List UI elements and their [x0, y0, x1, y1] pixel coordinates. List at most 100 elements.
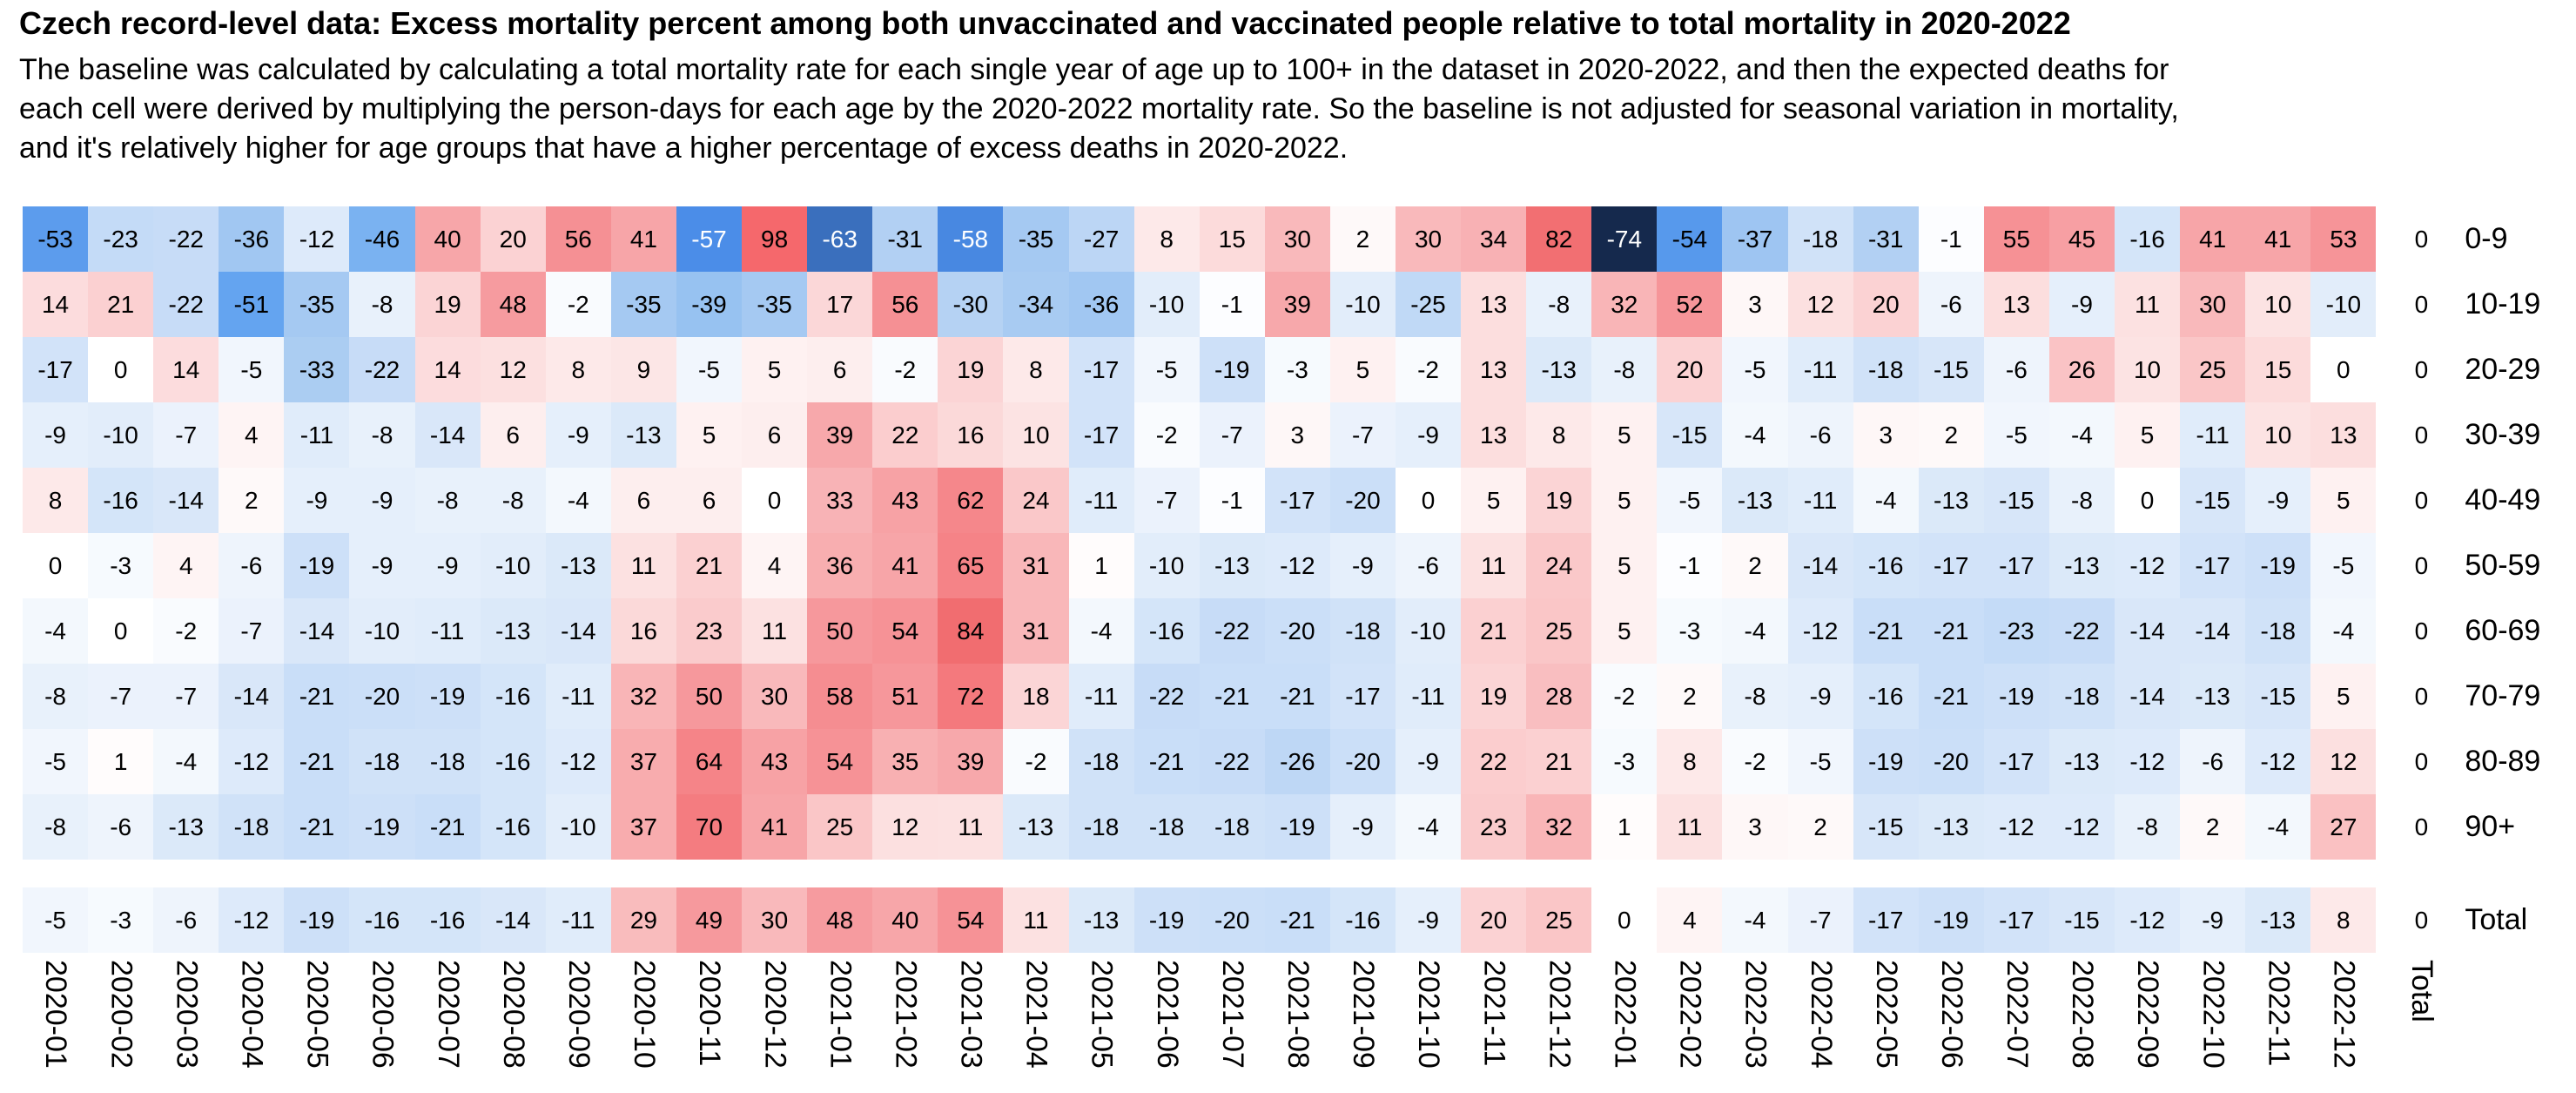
x-axis-label: 2022-02	[1673, 960, 1707, 1069]
heatmap-cell: -18	[1787, 206, 1853, 272]
heatmap-cell: -17	[1983, 729, 2049, 794]
heatmap-cell: 10	[2115, 337, 2181, 402]
heatmap-cell: -6	[1787, 402, 1853, 468]
heatmap-cell: 6	[742, 402, 808, 468]
heatmap-cell: -37	[1722, 206, 1788, 272]
heatmap-cell: 15	[1199, 206, 1265, 272]
heatmap-cell: -19	[414, 664, 481, 729]
heatmap-cell: 8	[1133, 206, 1200, 272]
x-axis-label: 2022-06	[1934, 960, 1968, 1069]
heatmap-cell: -21	[284, 794, 350, 860]
heatmap-cell: 13	[1983, 272, 2049, 337]
heatmap-cell: 6	[610, 468, 676, 533]
heatmap-cell: -1	[1918, 206, 1984, 272]
heatmap-cell: 25	[807, 794, 873, 860]
heatmap-cell: -12	[2115, 533, 2181, 598]
heatmap-cell: -22	[1133, 664, 1200, 729]
heatmap-cell: -2	[1591, 664, 1658, 729]
heatmap-cell: -3	[88, 533, 154, 598]
heatmap-cell: -9	[2048, 272, 2115, 337]
heatmap-cell: -15	[1918, 337, 1984, 402]
heatmap-cell: 23	[676, 598, 743, 664]
x-axis-label: 2020-05	[300, 960, 334, 1069]
x-axis-label: 2021-10	[1412, 960, 1446, 1069]
heatmap-cell: -2	[1003, 729, 1069, 794]
heatmap-cell: -18	[2245, 598, 2311, 664]
heatmap-cell: 28	[1526, 664, 1592, 729]
heatmap-cell: 8	[1657, 729, 1723, 794]
heatmap-cell: 0	[2310, 337, 2377, 402]
heatmap-cell: -13	[1526, 337, 1592, 402]
heatmap-cell: 0	[2388, 272, 2455, 337]
x-axis-label: 2022-04	[1804, 960, 1838, 1069]
heatmap-cell: 13	[1461, 402, 1527, 468]
heatmap-cell: -12	[2115, 729, 2181, 794]
heatmap-cell: -9	[414, 533, 481, 598]
heatmap-cell: -33	[284, 337, 350, 402]
heatmap-cell: 2	[1657, 664, 1723, 729]
heatmap-cell: -17	[1264, 468, 1330, 533]
heatmap-cell: -14	[2115, 664, 2181, 729]
heatmap-cell: 20	[1461, 887, 1527, 953]
heatmap-cell: -5	[1657, 468, 1723, 533]
heatmap-cell: 34	[1461, 206, 1527, 272]
heatmap-cell: 12	[2310, 729, 2377, 794]
heatmap-cell: -14	[480, 887, 546, 953]
heatmap-cell: -16	[1329, 887, 1396, 953]
heatmap-cell: -51	[219, 272, 285, 337]
heatmap-cell: -20	[1918, 729, 1984, 794]
heatmap-cell: -1	[1657, 533, 1723, 598]
heatmap-cell: 11	[2115, 272, 2181, 337]
heatmap-cell: 14	[153, 337, 219, 402]
heatmap-cell: -13	[1722, 468, 1788, 533]
heatmap-cell: -7	[1787, 887, 1853, 953]
heatmap-cell: -4	[1722, 887, 1788, 953]
heatmap-cell: -11	[1395, 664, 1462, 729]
heatmap-cell: 20	[480, 206, 546, 272]
heatmap-cell: -57	[676, 206, 743, 272]
heatmap-cell: -18	[414, 729, 481, 794]
x-axis-label: 2020-04	[235, 960, 269, 1069]
heatmap-cell: -2	[545, 272, 611, 337]
heatmap-cell: -2	[1395, 337, 1462, 402]
heatmap-cell: 20	[1853, 272, 1919, 337]
heatmap-cell: -6	[219, 533, 285, 598]
heatmap-cell: 21	[676, 533, 743, 598]
heatmap-cell: -19	[1853, 729, 1919, 794]
heatmap-cell: -10	[1395, 598, 1462, 664]
heatmap-cell: -8	[2115, 794, 2181, 860]
heatmap-cell: 56	[872, 272, 938, 337]
heatmap-cell: -21	[284, 664, 350, 729]
heatmap-cell: -3	[1264, 337, 1330, 402]
heatmap-cell: -11	[2180, 402, 2246, 468]
heatmap-cell: -11	[1068, 468, 1134, 533]
heatmap-cell: -9	[1395, 729, 1462, 794]
heatmap-cell: -19	[1983, 664, 2049, 729]
heatmap-cell: -13	[2180, 664, 2246, 729]
heatmap-cell: 11	[938, 794, 1004, 860]
heatmap-cell: 27	[2310, 794, 2377, 860]
heatmap-cell: 54	[807, 729, 873, 794]
x-axis-label: 2020-02	[104, 960, 138, 1069]
heatmap-cell: 18	[1003, 664, 1069, 729]
heatmap-cell: -4	[23, 598, 89, 664]
heatmap-cell: 50	[807, 598, 873, 664]
y-axis-label: 90+	[2465, 810, 2516, 843]
heatmap-cell: -36	[1068, 272, 1134, 337]
heatmap-cell: 25	[1526, 598, 1592, 664]
heatmap-cell: 12	[1787, 272, 1853, 337]
heatmap-cell: -31	[1853, 206, 1919, 272]
heatmap-cell: -14	[2180, 598, 2246, 664]
heatmap-cell: -22	[349, 337, 415, 402]
x-axis-label: 2020-08	[496, 960, 530, 1069]
x-axis-label: 2021-07	[1215, 960, 1249, 1069]
x-axis-label: 2022-12	[2327, 960, 2361, 1069]
heatmap-cell: -19	[284, 533, 350, 598]
heatmap-cell: 0	[2115, 468, 2181, 533]
heatmap-cell: -9	[1395, 887, 1462, 953]
heatmap-cell: 0	[2388, 887, 2455, 953]
heatmap-cell: 50	[676, 664, 743, 729]
heatmap-cell: -13	[1918, 468, 1984, 533]
heatmap-cell: 32	[610, 664, 676, 729]
heatmap-cell: 0	[2388, 794, 2455, 860]
